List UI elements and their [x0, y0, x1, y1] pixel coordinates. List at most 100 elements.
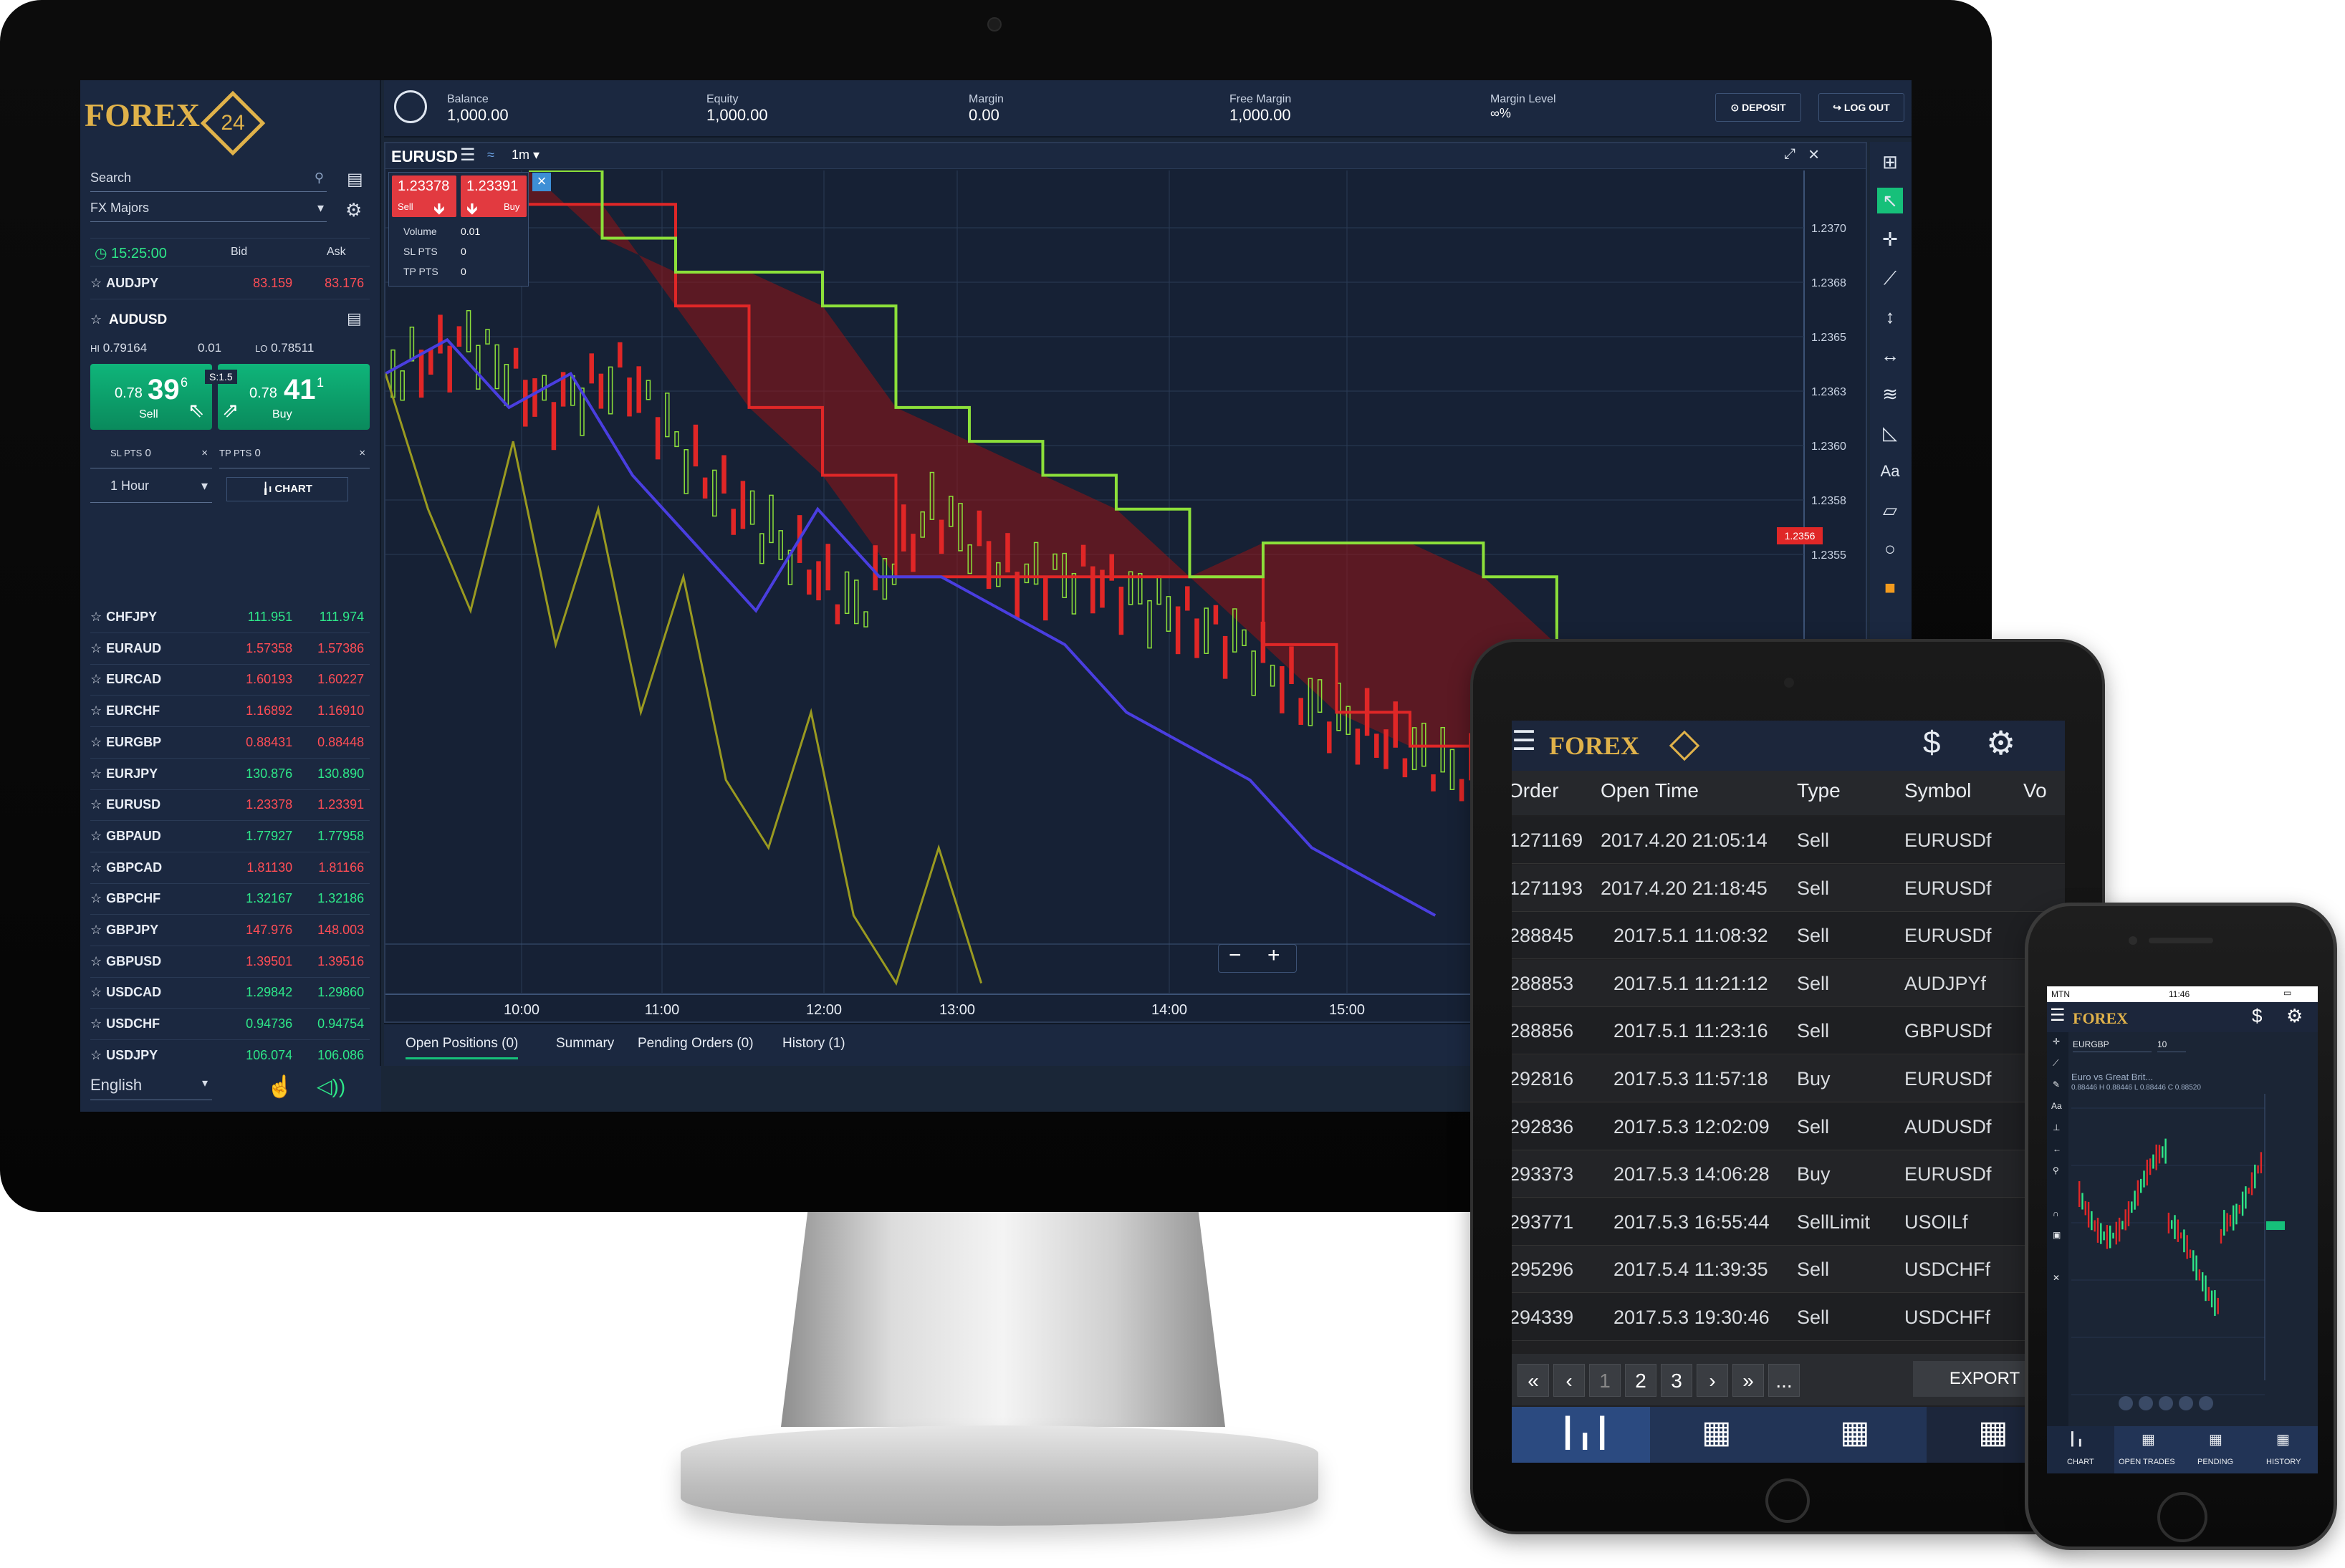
star-icon[interactable]: ☆ — [90, 828, 102, 843]
sl-input[interactable]: SL PTS 0 × — [90, 447, 212, 468]
symbol-row[interactable]: ☆ EURGBP 0.88431 0.88448 — [90, 727, 370, 759]
tp-field[interactable]: TP PTS 0 — [403, 266, 466, 277]
channel-icon[interactable]: ≋ — [1882, 383, 1898, 405]
symbol-row[interactable]: ☆ USDCHF 0.94736 0.94754 — [90, 1009, 370, 1041]
star-icon[interactable]: ☆ — [90, 1016, 102, 1031]
delete-icon[interactable]: ✕ — [2053, 1273, 2061, 1283]
table-row[interactable]: 288845 2017.5.1 11:08:32 Sell EURUSDf — [1512, 912, 2065, 960]
crosshair-icon[interactable]: ✛ — [2053, 1036, 2061, 1047]
indicator-icon[interactable]: ≈ — [487, 148, 494, 162]
group-select[interactable]: FX Majors ▾ — [90, 201, 327, 222]
symbol-row[interactable]: ☆ EURCHF 1.16892 1.16910 — [90, 696, 370, 728]
nav-open-trades[interactable]: ▦ — [1650, 1407, 1788, 1463]
trend-line-icon[interactable]: ⟋ — [1883, 267, 1897, 289]
color-swatch-icon[interactable]: ■ — [1884, 577, 1896, 598]
tab-summary[interactable]: Summary — [556, 1036, 615, 1051]
table-row[interactable]: 294339 2017.5.3 19:30:46 Sell USDCHFf — [1512, 1294, 2065, 1341]
star-icon[interactable]: ☆ — [90, 891, 102, 906]
phone-symbol-select[interactable]: EURGBP — [2073, 1038, 2152, 1052]
text-icon[interactable]: Aa — [2051, 1101, 2062, 1111]
star-icon[interactable]: ☆ — [90, 1047, 102, 1062]
star-icon[interactable]: ☆ — [90, 766, 102, 781]
back-arrow-icon[interactable]: ← — [2053, 1144, 2061, 1154]
layout-grid-icon[interactable]: ⊞ — [1882, 151, 1898, 173]
pencil-icon[interactable]: ✎ — [2053, 1079, 2061, 1090]
dollar-icon[interactable]: $ — [2252, 1005, 2263, 1026]
page-3-button[interactable]: 3 — [1661, 1364, 1692, 1397]
trend-line-icon[interactable]: ⟋ — [2053, 1058, 2059, 1068]
close-icon[interactable]: × — [1808, 143, 1820, 165]
star-icon[interactable]: ☆ — [90, 953, 102, 968]
tab-open-positions[interactable]: Open Positions (0) — [406, 1036, 519, 1059]
sell-button[interactable]: 0.78 39 6 Sell ⇖ — [90, 364, 212, 430]
horizontal-line-icon[interactable]: ↔ — [1881, 345, 1899, 366]
language-select[interactable]: English ▾ — [90, 1076, 212, 1100]
expand-icon[interactable]: ⤢ — [1784, 146, 1795, 162]
hamburger-menu-icon[interactable]: ☰ — [2050, 1006, 2066, 1025]
star-icon[interactable]: ☆ — [90, 312, 102, 327]
symbol-row[interactable]: ☆ EURAUD 1.57358 1.57386 — [90, 633, 370, 665]
chart-timeframe-select[interactable]: 1m ▾ — [512, 148, 540, 162]
symbol-row[interactable]: ☆ CHFJPY 111.951 111.974 — [90, 602, 370, 633]
page-2-button[interactable]: 2 — [1625, 1364, 1656, 1397]
symbol-row-audjpy[interactable]: ☆ AUDJPY 83.159 83.176 — [90, 268, 370, 299]
table-row[interactable]: 292836 2017.5.3 12:02:09 Sell AUDUSDf — [1512, 1102, 2065, 1150]
table-row[interactable]: 1271169 2017.4.20 21:05:14 Sell EURUSDf — [1512, 817, 2065, 864]
col-type[interactable]: Type — [1797, 779, 1841, 802]
col-symbol[interactable]: Symbol — [1904, 779, 1972, 802]
rectangle-icon[interactable]: ▱ — [1883, 499, 1897, 521]
phone-nav-history[interactable]: ▦ HISTORY — [2266, 1432, 2301, 1466]
page-more-button[interactable]: ... — [1768, 1364, 1800, 1397]
zoom-out-button[interactable]: − — [1229, 943, 1242, 967]
nav-pending[interactable]: ▦ — [1788, 1407, 1927, 1463]
page-first-button[interactable]: « — [1517, 1364, 1549, 1397]
table-row[interactable]: 293771 2017.5.3 16:55:44 SellLimit USOILf — [1512, 1198, 2065, 1246]
star-icon[interactable]: ☆ — [90, 276, 102, 290]
table-row[interactable]: 293373 2017.5.3 14:06:28 Buy EURUSDf — [1512, 1150, 2065, 1198]
tab-pending-orders[interactable]: Pending Orders (0) — [638, 1036, 754, 1051]
symbol-row[interactable]: ☆ USDJPY 106.074 106.086 — [90, 1040, 370, 1072]
star-icon[interactable]: ☆ — [90, 703, 102, 718]
symbol-row[interactable]: ☆ GBPAUD 1.77927 1.77958 — [90, 821, 370, 852]
nav-chart[interactable]: ┃╻┃ — [1512, 1407, 1650, 1463]
user-avatar-icon[interactable] — [394, 90, 427, 123]
symbol-row[interactable]: ☆ USDCAD 1.29842 1.29860 — [90, 977, 370, 1009]
gear-icon[interactable]: ⚙ — [345, 199, 363, 221]
text-icon[interactable]: Aa — [1880, 462, 1900, 480]
dollar-icon[interactable]: $ — [1923, 725, 1941, 760]
page-last-button[interactable]: » — [1732, 1364, 1764, 1397]
page-next-button[interactable]: › — [1697, 1364, 1728, 1397]
col-open-time[interactable]: Open Time — [1601, 779, 1699, 802]
crosshair-icon[interactable]: ✛ — [1882, 229, 1898, 250]
hamburger-menu-icon[interactable]: ☰ — [1512, 726, 1537, 756]
table-row[interactable]: 292816 2017.5.3 11:57:18 Buy EURUSDf — [1512, 1055, 2065, 1102]
phone-nav-chart[interactable]: ┃╻ CHART — [2047, 1426, 2114, 1473]
table-row[interactable]: 288856 2017.5.1 11:23:16 Sell GBPUSDf — [1512, 1007, 2065, 1055]
star-icon[interactable]: ☆ — [90, 797, 102, 812]
circle-icon[interactable]: ○ — [1884, 538, 1896, 559]
symbol-row[interactable]: ☆ EURJPY 130.876 130.890 — [90, 759, 370, 790]
symbol-row[interactable]: ☆ GBPJPY 147.976 148.003 — [90, 915, 370, 946]
watchlist-icon[interactable]: ▤ — [347, 170, 363, 189]
star-icon[interactable]: ☆ — [90, 610, 102, 624]
star-icon[interactable]: ☆ — [90, 985, 102, 1000]
vertical-line-icon[interactable]: ↕ — [1885, 306, 1895, 327]
symbol-row[interactable]: ☆ GBPUSD 1.39501 1.39516 — [90, 946, 370, 978]
col-volume[interactable]: Vo — [2023, 779, 2047, 802]
deposit-button[interactable]: ⊙ DEPOSIT — [1715, 93, 1801, 122]
info-icon[interactable]: ▤ — [347, 309, 362, 327]
table-row[interactable]: 288853 2017.5.1 11:21:12 Sell AUDJPYf — [1512, 959, 2065, 1007]
table-row[interactable]: 1271193 2017.4.20 21:18:45 Sell EURUSDf — [1512, 864, 2065, 912]
close-trade-box-icon[interactable]: × — [532, 173, 551, 191]
cursor-icon[interactable]: ↖ — [1877, 188, 1903, 213]
star-icon[interactable]: ☆ — [90, 672, 102, 687]
search-input[interactable]: Search ⚲ — [90, 170, 327, 192]
quick-buy-button[interactable]: 1.23391 Buy 🡻 — [461, 175, 527, 218]
logout-button[interactable]: ↪ LOG OUT — [1818, 93, 1904, 122]
hand-pointer-icon[interactable]: ☝ — [267, 1075, 294, 1099]
symbol-row[interactable]: ☆ GBPCHF 1.32167 1.32186 — [90, 883, 370, 915]
quick-sell-button[interactable]: 1.23378 Sell 🡻 — [392, 175, 456, 218]
star-icon[interactable]: ☆ — [90, 923, 102, 937]
buy-button[interactable]: ⇗ 0.78 41 1 Buy — [218, 364, 370, 430]
tp-input[interactable]: TP PTS 0 × — [219, 447, 370, 468]
